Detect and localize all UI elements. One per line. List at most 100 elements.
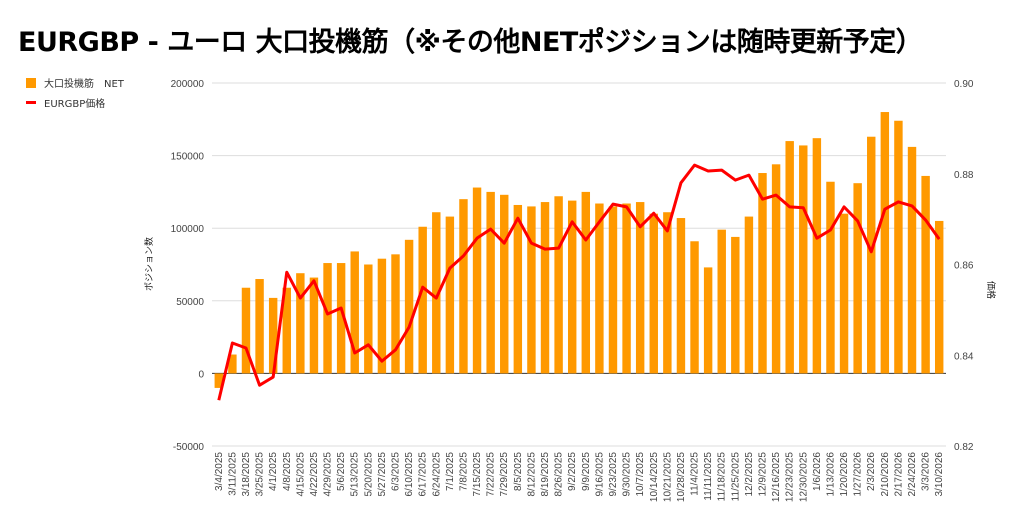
x-tick-label: 2/3/2026 — [866, 452, 877, 491]
y-tick-label: 0 — [198, 369, 204, 380]
x-tick-label: 5/6/2025 — [336, 452, 347, 491]
legend-item-price: EURGBP価格 — [26, 95, 105, 110]
x-tick-label: 4/22/2025 — [309, 452, 320, 497]
bar — [717, 229, 726, 374]
x-tick-label: 9/9/2025 — [581, 452, 592, 491]
x-tick-label: 4/8/2025 — [282, 452, 293, 491]
x-tick-label: 8/5/2025 — [513, 452, 524, 491]
x-tick-label: 3/10/2026 — [934, 452, 945, 497]
x-tick-label: 5/13/2025 — [350, 452, 361, 497]
x-tick-label: 11/25/2025 — [730, 452, 741, 502]
bar — [921, 175, 930, 374]
x-tick-label: 3/4/2025 — [214, 452, 225, 491]
x-tick-label: 11/4/2025 — [690, 452, 701, 496]
bar — [350, 251, 359, 374]
bar — [540, 202, 550, 374]
y-tick-label: 100000 — [171, 224, 205, 235]
x-tick-label: 6/24/2025 — [431, 452, 442, 497]
x-tick-label: 12/9/2025 — [758, 452, 769, 497]
x-tick-label: 11/18/2025 — [717, 452, 728, 502]
x-tick-label: 4/15/2025 — [295, 452, 306, 497]
bar — [241, 287, 251, 374]
x-tick-label: 3/25/2025 — [255, 452, 266, 497]
x-tick-label: 1/13/2026 — [825, 452, 836, 497]
x-tick-label: 6/3/2025 — [391, 452, 402, 491]
x-tick-label: 1/27/2026 — [853, 452, 864, 497]
x-tick-label: 8/12/2025 — [526, 452, 537, 497]
price-line — [217, 163, 941, 401]
bar — [432, 212, 441, 374]
bar — [472, 187, 482, 374]
bar — [527, 206, 536, 374]
bar — [907, 146, 917, 374]
y2-axis-title: 価格 — [985, 281, 997, 299]
bar — [663, 212, 672, 374]
bar — [635, 202, 645, 374]
x-tick-label: 1/6/2026 — [812, 452, 823, 491]
bar — [853, 183, 862, 374]
bar — [500, 194, 509, 374]
bar — [323, 263, 332, 374]
y-tick-label: 150000 — [171, 152, 205, 163]
bar — [690, 241, 699, 374]
bar — [404, 239, 414, 374]
y-tick-label: 200000 — [171, 79, 205, 90]
y-tick-label: 50000 — [176, 297, 204, 308]
bar — [744, 216, 754, 374]
bar — [676, 218, 686, 374]
chart-title: EURGBP - ユーロ 大口投機筋（※その他NETポジションは随時更新予定） — [18, 27, 923, 58]
x-tick-label: 2/24/2026 — [907, 452, 918, 497]
x-tick-label: 9/16/2025 — [594, 452, 605, 497]
x-tick-label: 3/11/2025 — [227, 452, 238, 496]
x-tick-label: 6/10/2025 — [404, 452, 415, 497]
bar — [296, 273, 305, 374]
x-tick-label: 9/2/2025 — [567, 452, 578, 491]
bar — [771, 164, 781, 374]
bar — [336, 263, 346, 374]
y-tick-label: -50000 — [173, 442, 205, 453]
legend-line-swatch — [26, 101, 36, 104]
bar — [731, 236, 740, 374]
bar — [513, 204, 523, 374]
x-tick-label: 7/15/2025 — [472, 452, 483, 497]
x-tick-label: 10/14/2025 — [649, 452, 660, 502]
bar — [567, 200, 577, 374]
bar — [377, 258, 387, 374]
bar — [839, 213, 849, 374]
bar — [894, 120, 903, 374]
x-tick-label: 6/17/2025 — [418, 452, 429, 497]
x-tick-label: 4/29/2025 — [323, 452, 334, 497]
x-tick-label: 7/8/2025 — [458, 452, 469, 491]
x-tick-label: 12/23/2025 — [785, 452, 796, 502]
bar — [581, 191, 591, 374]
legend-bar-swatch — [26, 77, 36, 88]
bar — [758, 173, 767, 374]
x-tick-label: 10/21/2025 — [662, 452, 673, 502]
y2-tick-label: 0.84 — [954, 351, 974, 362]
bar — [595, 203, 604, 374]
x-tick-label: 2/10/2026 — [880, 452, 891, 497]
x-tick-label: 3/18/2025 — [241, 452, 252, 497]
x-tick-label: 9/30/2025 — [622, 452, 633, 497]
bar — [799, 145, 808, 374]
bar — [934, 220, 944, 374]
x-tick-label: 2/17/2026 — [893, 452, 904, 497]
legend-label-net: 大口投機筋 NET — [44, 79, 124, 90]
x-tick-label: 5/20/2025 — [363, 452, 374, 497]
y2-tick-label: 0.86 — [954, 261, 974, 272]
x-tick-label: 12/16/2025 — [771, 452, 782, 502]
bar — [445, 216, 455, 374]
x-tick-label: 12/30/2025 — [798, 452, 809, 502]
bar — [649, 213, 658, 374]
x-tick-label: 7/29/2025 — [499, 452, 510, 497]
x-tick-label: 4/1/2025 — [268, 452, 279, 491]
bar — [391, 254, 400, 374]
bar — [826, 181, 835, 374]
bar — [622, 203, 631, 374]
bar — [880, 112, 890, 374]
bar — [228, 354, 237, 374]
x-tick-label: 3/3/2026 — [921, 452, 932, 491]
bar — [486, 191, 495, 374]
x-tick-label: 10/28/2025 — [676, 452, 687, 502]
